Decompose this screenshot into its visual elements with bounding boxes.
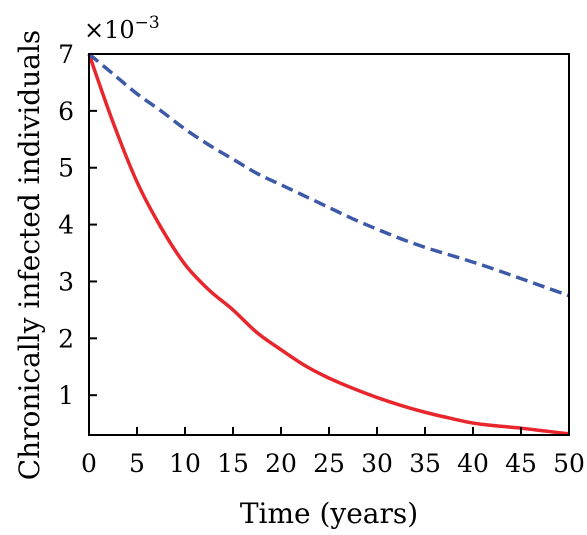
y-tick-label: 2 bbox=[58, 324, 74, 353]
x-tick-label: 25 bbox=[313, 449, 345, 478]
x-tick-label: 5 bbox=[129, 449, 145, 478]
series-line-dashed bbox=[87, 52, 570, 298]
x-tick-label: 50 bbox=[553, 449, 585, 478]
x-axis-title: Time (years) bbox=[240, 497, 418, 530]
series-line-solid bbox=[87, 53, 570, 436]
x-tick-label: 20 bbox=[265, 449, 297, 478]
x-tick-label: 30 bbox=[361, 449, 393, 478]
x-tick-label: 45 bbox=[505, 449, 537, 478]
y-tick-label: 7 bbox=[58, 40, 74, 69]
x-tick-label: 0 bbox=[81, 449, 97, 478]
x-axis: 0 5 10 15 20 25 30 35 40 45 50 bbox=[81, 427, 585, 478]
x-tick-label: 10 bbox=[169, 449, 201, 478]
y-tick-label: 3 bbox=[58, 267, 74, 296]
plot-lines bbox=[87, 52, 570, 436]
x-tick-label: 35 bbox=[409, 449, 441, 478]
y-axis-multiplier: ×10−3 bbox=[84, 13, 160, 44]
y-tick-label: 4 bbox=[58, 211, 74, 240]
y-axis-title: Chronically infected individuals bbox=[13, 30, 46, 481]
y-axis-multiplier-exponent: −3 bbox=[135, 13, 160, 33]
y-tick-label: 6 bbox=[58, 97, 74, 126]
y-axis-multiplier-base: ×10 bbox=[84, 16, 135, 44]
x-tick-label: 15 bbox=[217, 449, 249, 478]
y-tick-label: 1 bbox=[58, 381, 74, 410]
x-tick-label: 40 bbox=[457, 449, 489, 478]
y-tick-label: 5 bbox=[58, 154, 74, 183]
y-axis: 1 2 3 4 5 6 7 bbox=[58, 40, 97, 410]
